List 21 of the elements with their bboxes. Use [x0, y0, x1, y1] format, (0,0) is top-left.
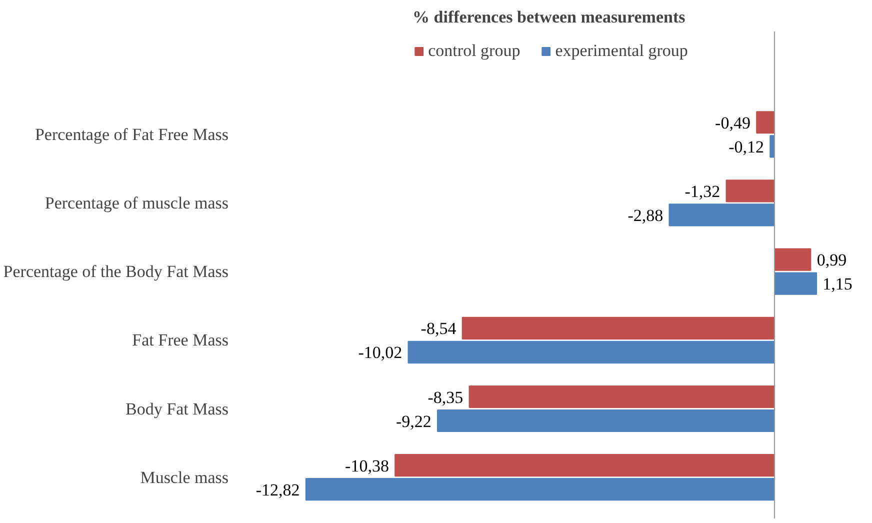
- data-label: -0,49: [715, 113, 750, 132]
- y-tick-label: Muscle mass: [140, 468, 228, 487]
- data-label: -9,22: [396, 412, 432, 431]
- data-label: -1,32: [684, 182, 720, 201]
- data-label: -8,35: [428, 388, 464, 407]
- y-tick-label: Body Fat Mass: [126, 399, 229, 418]
- legend-label: experimental group: [555, 41, 688, 61]
- chart-title: % differences between measurements: [412, 8, 686, 26]
- data-label: -10,02: [358, 343, 402, 362]
- data-label: -12,82: [256, 480, 300, 500]
- data-label: -0,12: [728, 137, 764, 156]
- legend-label: control group: [428, 41, 520, 61]
- y-tick-label: Fat Free Mass: [132, 330, 229, 350]
- data-label: 0,99: [816, 250, 847, 270]
- data-label: -8,54: [420, 319, 457, 338]
- y-tick-label: Percentage of Fat Free Mass: [34, 124, 229, 144]
- data-label: -10,38: [345, 456, 389, 476]
- y-tick-label: Percentage of muscle mass: [44, 193, 229, 212]
- data-label: 1,15: [822, 274, 852, 294]
- y-tick-label: Percentage of the Body Fat Mass: [3, 262, 229, 282]
- data-label: -2,88: [628, 206, 664, 225]
